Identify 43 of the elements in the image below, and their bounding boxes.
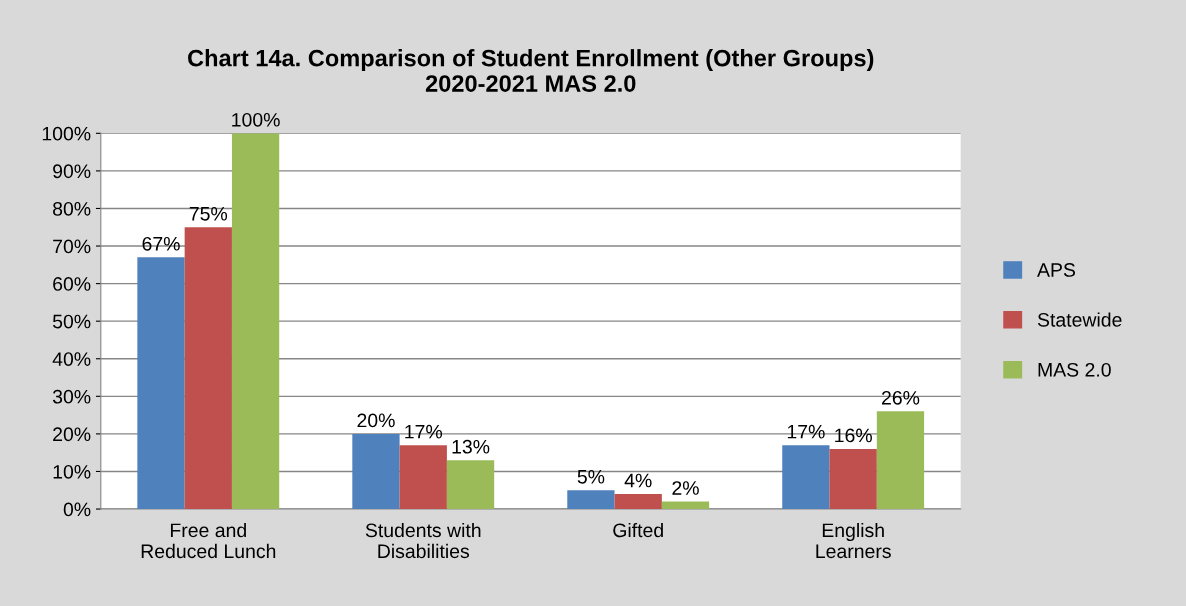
x-tick-label: English Learners: [816, 522, 891, 559]
bar: [231, 133, 280, 510]
y-tick-label: 20%: [53, 427, 91, 442]
bar: [661, 501, 710, 510]
y-tick-label: 30%: [52, 389, 91, 404]
bar: [829, 448, 877, 510]
data-label: 13%: [452, 439, 490, 454]
data-label: 16%: [835, 428, 872, 443]
data-label: 100%: [232, 112, 280, 127]
y-tick-label: 0%: [63, 502, 91, 517]
bar: [399, 445, 447, 510]
x-tick-label: Free and Reduced Lunch: [141, 522, 276, 559]
data-label: 17%: [405, 424, 443, 439]
y-tick-label: 100%: [42, 126, 91, 141]
bar: [876, 411, 925, 510]
y-tick-label: 40%: [52, 352, 91, 366]
data-label: 26%: [881, 390, 920, 405]
data-label: 4%: [624, 473, 652, 488]
data-label: 67%: [142, 236, 180, 251]
chart-title: Chart 14a. Comparison of Student Enrollment (Other Groups) 2020-2021 MAS 2.0: [188, 49, 874, 92]
legend-label: APS: [1037, 263, 1076, 277]
bar: [352, 433, 400, 510]
y-tick-label: 90%: [53, 164, 91, 179]
y-tick-label: 50%: [52, 314, 91, 329]
legend-label: Statewide: [1037, 312, 1122, 327]
x-tick-label: Students with Disabilities: [365, 522, 481, 559]
data-label: 5%: [577, 469, 605, 484]
y-tick-label: 60%: [53, 277, 91, 291]
legend-label: MAS 2.0: [1038, 362, 1111, 377]
bar: [782, 445, 830, 510]
y-tick-label: 10%: [53, 464, 91, 479]
bar: [446, 460, 495, 510]
data-label: 20%: [357, 413, 395, 428]
x-tick-label: Gifted: [613, 522, 663, 538]
y-tick-label: 70%: [53, 239, 91, 254]
bar: [184, 227, 232, 510]
bar: [137, 257, 185, 510]
y-tick-label: 80%: [53, 201, 91, 216]
data-label: 75%: [189, 206, 228, 221]
data-label: 2%: [672, 481, 699, 495]
bar: [567, 490, 615, 510]
data-label: 17%: [787, 424, 825, 439]
bar: [614, 494, 662, 510]
